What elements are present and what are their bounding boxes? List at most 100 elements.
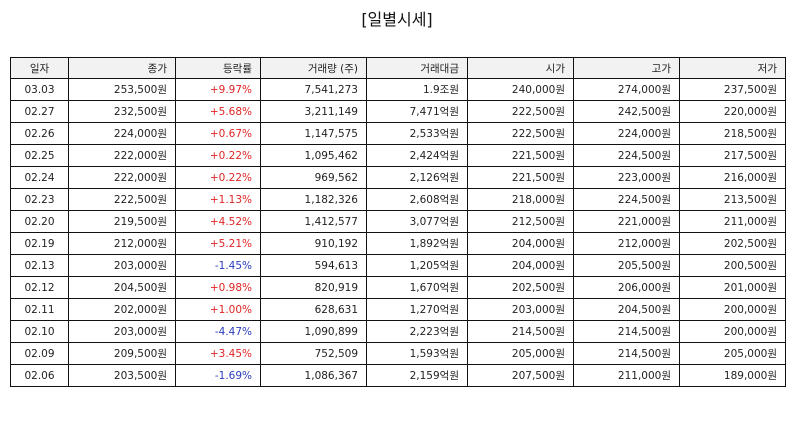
cell-open: 222,500원: [467, 122, 574, 145]
cell-change: +0.22%: [175, 166, 261, 189]
cell-date: 02.20: [10, 210, 69, 233]
cell-open: 214,500원: [467, 320, 574, 343]
cell-low: 202,500원: [679, 232, 786, 255]
cell-date: 02.24: [10, 166, 69, 189]
cell-open: 204,000원: [467, 254, 574, 277]
header-close: 종가: [68, 57, 176, 79]
cell-date: 02.11: [10, 298, 69, 321]
cell-amount: 1,205억원: [366, 254, 468, 277]
cell-date: 02.06: [10, 364, 69, 387]
table-row: 02.11 202,000원 +1.00% 628,631 1,270억원 203,000…: [10, 298, 786, 321]
cell-change: +1.00%: [175, 298, 261, 321]
cell-high: 214,500원: [573, 320, 680, 343]
table-row: 02.23 222,500원 +1.13% 1,182,326 2,608억원 218,0…: [10, 188, 786, 211]
table-row: 02.19 212,000원 +5.21% 910,192 1,892억원 204,000…: [10, 232, 786, 255]
cell-high: 206,000원: [573, 276, 680, 299]
cell-open: 212,500원: [467, 210, 574, 233]
table-row: 02.06 203,500원 -1.69% 1,086,367 2,159억원 207,5…: [10, 364, 786, 387]
cell-date: 02.10: [10, 320, 69, 343]
cell-volume: 1,182,326: [260, 188, 367, 211]
header-volume: 거래량 (주): [260, 57, 367, 79]
cell-close: 232,500원: [68, 100, 176, 123]
cell-close: 222,000원: [68, 166, 176, 189]
cell-volume: 628,631: [260, 298, 367, 321]
cell-close: 203,000원: [68, 254, 176, 277]
cell-volume: 3,211,149: [260, 100, 367, 123]
table-row: 02.24 222,000원 +0.22% 969,562 2,126억원 221,500…: [10, 166, 786, 189]
cell-change: +5.68%: [175, 100, 261, 123]
header-amount: 거래대금: [366, 57, 468, 79]
cell-close: 222,000원: [68, 144, 176, 167]
cell-date: 02.12: [10, 276, 69, 299]
cell-low: 218,500원: [679, 122, 786, 145]
cell-date: 02.26: [10, 122, 69, 145]
cell-date: 02.27: [10, 100, 69, 123]
cell-open: 218,000원: [467, 188, 574, 211]
cell-amount: 7,471억원: [366, 100, 468, 123]
cell-change: +9.97%: [175, 78, 261, 101]
cell-close: 219,500원: [68, 210, 176, 233]
cell-low: 213,500원: [679, 188, 786, 211]
cell-volume: 1,086,367: [260, 364, 367, 387]
table-row: 03.03 253,500원 +9.97% 7,541,273 1.9조원 240,000…: [10, 78, 786, 101]
cell-volume: 969,562: [260, 166, 367, 189]
cell-change: +4.52%: [175, 210, 261, 233]
header-high: 고가: [573, 57, 680, 79]
table-row: 02.12 204,500원 +0.98% 820,919 1,670억원 202,500…: [10, 276, 786, 299]
cell-high: 211,000원: [573, 364, 680, 387]
cell-close: 222,500원: [68, 188, 176, 211]
cell-low: 211,000원: [679, 210, 786, 233]
table-row: 02.26 224,000원 +0.67% 1,147,575 2,533억원 222,5…: [10, 122, 786, 145]
header-date: 일자: [10, 57, 69, 79]
table-header-row: 일자 종가 등락률 거래량 (주) 거래대금 시가 고가 저가: [10, 57, 786, 79]
cell-change: +1.13%: [175, 188, 261, 211]
table-row: 02.09 209,500원 +3.45% 752,509 1,593억원 205,000…: [10, 342, 786, 365]
table-row: 02.10 203,000원 -4.47% 1,090,899 2,223억원 214,5…: [10, 320, 786, 343]
cell-high: 205,500원: [573, 254, 680, 277]
cell-date: 02.25: [10, 144, 69, 167]
cell-high: 224,000원: [573, 122, 680, 145]
cell-open: 222,500원: [467, 100, 574, 123]
cell-volume: 910,192: [260, 232, 367, 255]
cell-date: 02.19: [10, 232, 69, 255]
cell-low: 201,000원: [679, 276, 786, 299]
cell-low: 220,000원: [679, 100, 786, 123]
cell-change: +3.45%: [175, 342, 261, 365]
cell-amount: 2,126억원: [366, 166, 468, 189]
header-change: 등락률: [175, 57, 261, 79]
cell-date: 03.03: [10, 78, 69, 101]
cell-amount: 1,593억원: [366, 342, 468, 365]
cell-low: 200,500원: [679, 254, 786, 277]
cell-close: 224,000원: [68, 122, 176, 145]
cell-low: 205,000원: [679, 342, 786, 365]
cell-close: 203,500원: [68, 364, 176, 387]
cell-amount: 2,424억원: [366, 144, 468, 167]
cell-open: 204,000원: [467, 232, 574, 255]
cell-open: 205,000원: [467, 342, 574, 365]
cell-high: 242,500원: [573, 100, 680, 123]
cell-volume: 1,095,462: [260, 144, 367, 167]
cell-high: 221,000원: [573, 210, 680, 233]
cell-high: 224,500원: [573, 188, 680, 211]
cell-amount: 2,223억원: [366, 320, 468, 343]
cell-open: 202,500원: [467, 276, 574, 299]
cell-volume: 1,147,575: [260, 122, 367, 145]
cell-amount: 1,892억원: [366, 232, 468, 255]
cell-volume: 594,613: [260, 254, 367, 277]
cell-low: 200,000원: [679, 298, 786, 321]
cell-volume: 752,509: [260, 342, 367, 365]
cell-open: 203,000원: [467, 298, 574, 321]
cell-high: 204,500원: [573, 298, 680, 321]
cell-amount: 2,533억원: [366, 122, 468, 145]
cell-high: 212,000원: [573, 232, 680, 255]
cell-volume: 1,090,899: [260, 320, 367, 343]
cell-close: 212,000원: [68, 232, 176, 255]
table-row: 02.13 203,000원 -1.45% 594,613 1,205억원 204,000…: [10, 254, 786, 277]
cell-amount: 3,077억원: [366, 210, 468, 233]
cell-low: 216,000원: [679, 166, 786, 189]
cell-amount: 1,270억원: [366, 298, 468, 321]
table-row: 02.25 222,000원 +0.22% 1,095,462 2,424억원 221,5…: [10, 144, 786, 167]
cell-high: 214,500원: [573, 342, 680, 365]
cell-volume: 820,919: [260, 276, 367, 299]
cell-change: +0.22%: [175, 144, 261, 167]
